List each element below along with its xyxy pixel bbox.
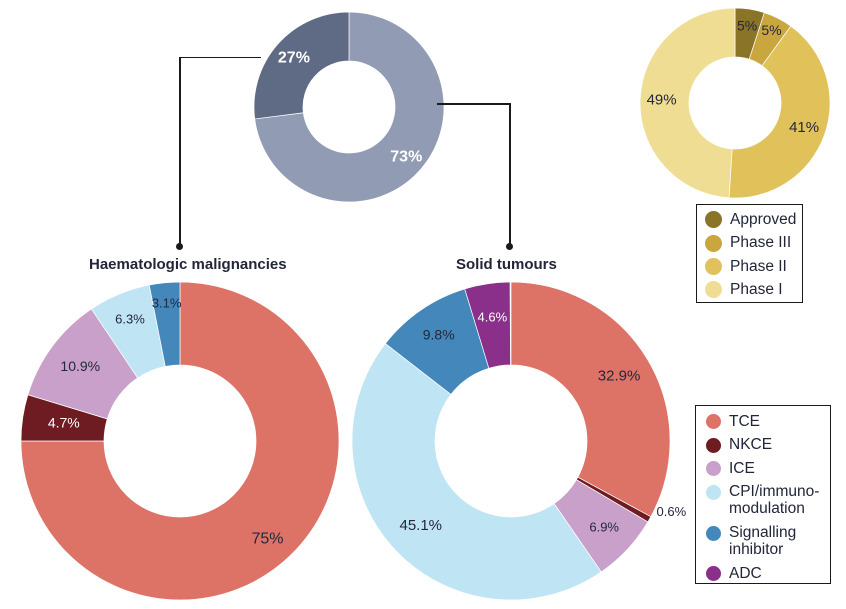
svg-text:6.9%: 6.9% — [589, 519, 619, 534]
svg-text:45.1%: 45.1% — [399, 517, 442, 534]
svg-text:27%: 27% — [278, 50, 310, 67]
svg-text:41%: 41% — [789, 119, 819, 136]
svg-text:49%: 49% — [647, 92, 677, 109]
svg-text:9.8%: 9.8% — [423, 327, 455, 343]
svg-text:73%: 73% — [390, 149, 422, 166]
svg-text:32.9%: 32.9% — [598, 368, 641, 385]
svg-text:6.3%: 6.3% — [115, 312, 145, 327]
svg-text:5%: 5% — [761, 22, 781, 38]
svg-text:3.1%: 3.1% — [152, 296, 182, 311]
svg-text:0.6%: 0.6% — [657, 504, 687, 519]
svg-text:75%: 75% — [251, 531, 283, 548]
svg-text:5%: 5% — [737, 17, 757, 33]
svg-text:4.7%: 4.7% — [48, 414, 80, 430]
svg-text:4.6%: 4.6% — [478, 310, 508, 325]
svg-text:10.9%: 10.9% — [60, 358, 100, 374]
